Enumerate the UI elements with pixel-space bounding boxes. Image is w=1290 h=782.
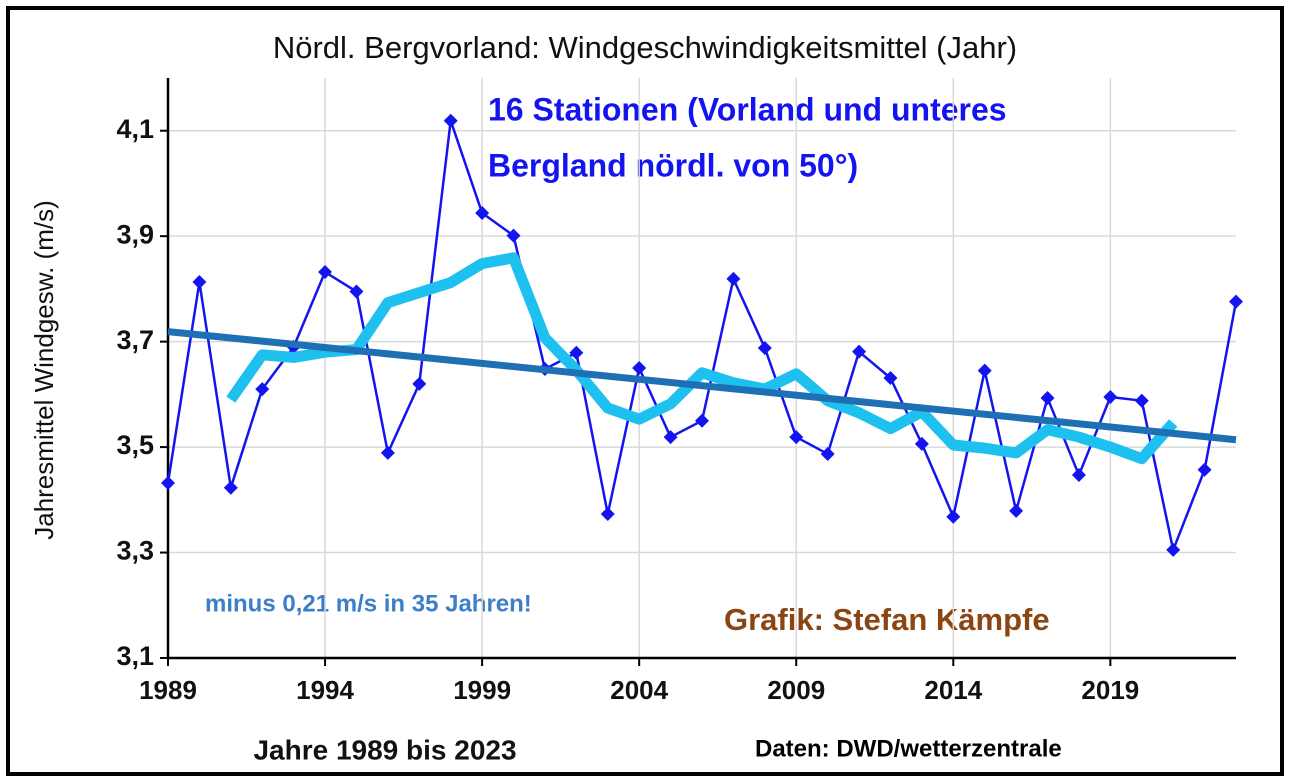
data-point — [1040, 391, 1055, 406]
data-point — [443, 113, 458, 128]
data-point — [380, 445, 395, 460]
data-point — [475, 205, 490, 220]
data-point — [569, 345, 584, 360]
frame — [6, 6, 1284, 776]
x-tick-label: 1994 — [296, 675, 354, 705]
data-point — [820, 446, 835, 461]
chart-title: Nördl. Bergvorland: Windgeschwindigkeits… — [273, 30, 1017, 65]
x-tick-label: 1989 — [139, 675, 197, 705]
data-point — [255, 382, 270, 397]
data-point — [726, 271, 741, 286]
data-point — [1071, 468, 1086, 483]
data-point — [161, 475, 175, 490]
x-tick-label: 2019 — [1081, 675, 1139, 705]
x-axis-label: Jahre 1989 bis 2023 — [253, 734, 516, 765]
annotation: minus 0,21 m/s in 35 Jahren! — [205, 590, 532, 617]
data-point — [1197, 462, 1212, 477]
data-point — [695, 413, 709, 428]
data-point — [1134, 393, 1149, 408]
y-tick-label: 3,9 — [116, 219, 154, 249]
data-point — [1009, 503, 1024, 518]
data-point — [852, 344, 867, 359]
data-point — [663, 430, 678, 445]
data-point — [1229, 294, 1243, 309]
data-point — [318, 265, 333, 280]
series-line — [167, 328, 1237, 444]
data-point — [883, 371, 898, 386]
y-axis-label: Jahresmittel Windgesw. (m/s) — [29, 200, 59, 540]
x-tick-label: 1999 — [453, 675, 511, 705]
y-tick-label: 4,1 — [116, 114, 154, 144]
data-point — [506, 228, 521, 243]
x-tick-label: 2009 — [767, 675, 825, 705]
y-tick-label: 3,7 — [116, 325, 154, 355]
annotation: Grafik: Stefan Kämpfe — [724, 602, 1050, 637]
series-line — [226, 252, 1178, 465]
data-point — [789, 430, 804, 445]
annotation: 16 Stationen (Vorland und unteres — [488, 91, 1007, 127]
data-point — [1166, 542, 1181, 557]
data-point — [600, 507, 615, 522]
data-point — [192, 275, 207, 290]
data-point — [914, 436, 929, 451]
y-tick-label: 3,3 — [116, 536, 154, 566]
data-point — [412, 376, 427, 391]
data-point — [757, 340, 772, 355]
data-point — [946, 509, 961, 524]
x-tick-label: 2004 — [610, 675, 668, 705]
data-point — [223, 480, 238, 495]
data-point — [632, 361, 647, 375]
annotation: Daten: DWD/wetterzentrale — [755, 735, 1062, 762]
y-tick-label: 3,5 — [116, 430, 154, 460]
data-point — [977, 363, 992, 378]
data-point — [1103, 390, 1118, 404]
x-tick-label: 2014 — [924, 675, 982, 705]
annotation: Bergland nördl. von 50°) — [488, 147, 858, 183]
data-point — [349, 284, 364, 299]
y-tick-label: 3,1 — [116, 641, 154, 671]
